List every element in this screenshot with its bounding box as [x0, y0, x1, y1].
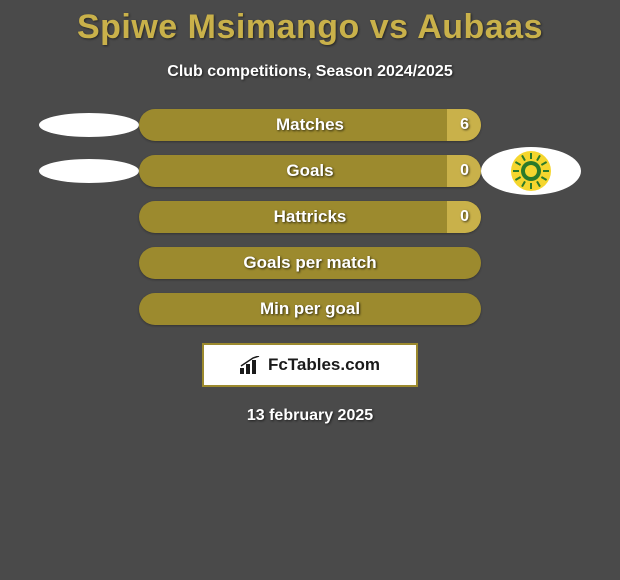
stat-row: Matches 6 [10, 109, 610, 141]
stat-bar: Matches 6 [139, 109, 481, 141]
stat-bar: Hattricks 0 [139, 201, 481, 233]
player2-badge-slot [481, 147, 581, 195]
stat-value-right: 6 [460, 116, 469, 134]
player2-club-badge [481, 147, 581, 195]
player1-badge [39, 113, 139, 137]
stat-row: Hattricks 0 [10, 201, 610, 233]
stat-label: Min per goal [260, 299, 360, 319]
date-text: 13 february 2025 [0, 407, 620, 425]
stats-rows: Matches 6 Goals 0 Hattricks 0 Goals per match M… [0, 109, 620, 325]
page-title: Spiwe Msimango vs Aubaas [0, 0, 620, 47]
club-badge-inner [511, 151, 551, 191]
stat-label: Goals [286, 161, 333, 181]
player1-badge-slot [39, 109, 139, 141]
player1-badge-slot [39, 247, 139, 279]
stat-label: Matches [276, 115, 344, 135]
player2-badge-slot [481, 247, 581, 279]
brand-text: FcTables.com [268, 355, 380, 375]
stat-bar: Min per goal [139, 293, 481, 325]
player1-badge-slot [39, 201, 139, 233]
stat-row: Goals per match [10, 247, 610, 279]
subtitle: Club competitions, Season 2024/2025 [0, 63, 620, 81]
player1-badge-slot [39, 293, 139, 325]
stat-value-right: 0 [460, 208, 469, 226]
stat-value-right: 0 [460, 162, 469, 180]
brand-box: FcTables.com [202, 343, 418, 387]
player1-badge-slot [39, 155, 139, 187]
bars-icon [240, 356, 262, 374]
player2-badge-slot [481, 293, 581, 325]
stat-label: Goals per match [243, 253, 376, 273]
stat-bar: Goals 0 [139, 155, 481, 187]
player2-badge-slot [481, 109, 581, 141]
stat-bar: Goals per match [139, 247, 481, 279]
stat-row: Min per goal [10, 293, 610, 325]
player2-badge-slot [481, 201, 581, 233]
sun-icon [511, 151, 551, 191]
player1-badge [39, 159, 139, 183]
stat-row: Goals 0 [10, 155, 610, 187]
stat-label: Hattricks [274, 207, 347, 227]
